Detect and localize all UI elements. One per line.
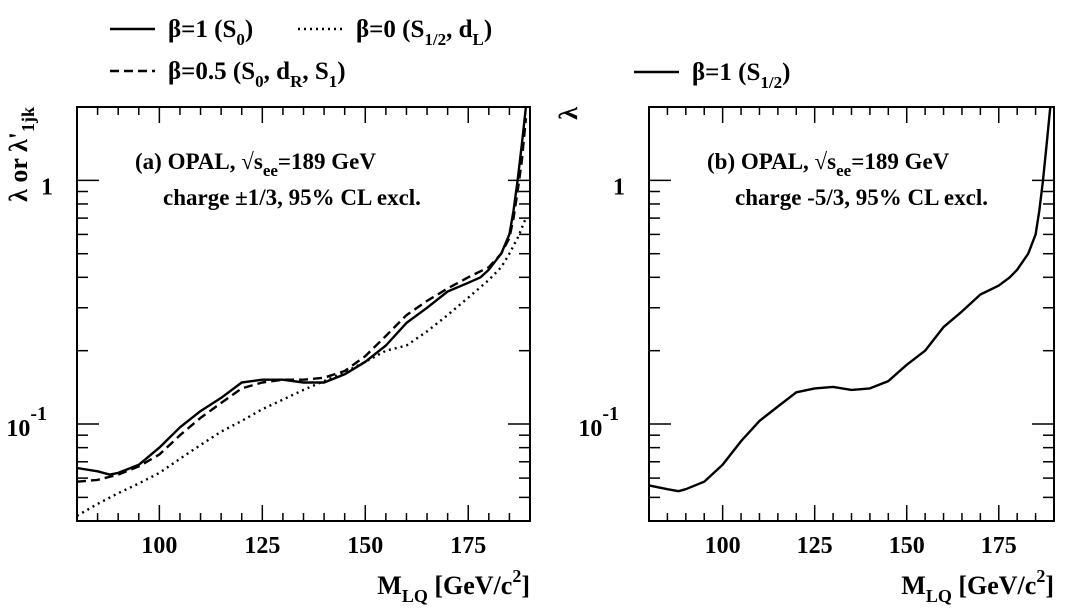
legend-item-dotted-text: β=0 (S1/2, dL) (356, 16, 492, 49)
series-line-solid (76, 106, 528, 476)
x-tick-label: 150 (347, 533, 383, 559)
x-tick-label: 150 (889, 533, 925, 559)
legend-b: β=1 (S1/2) (634, 59, 790, 92)
legend-item-dashed-text: β=0.5 (S0, dR, S1) (168, 58, 346, 91)
x-tick-label: 100 (705, 533, 741, 559)
x-tick-label: 125 (797, 533, 833, 559)
y-ticks (649, 106, 1054, 522)
panel-a: 100 125 150 175 1 10-1 (a) OPAL, √see=189 GeV c… (4, 106, 531, 606)
x-tick-label: 125 (244, 533, 280, 559)
y-axis-label: λ or λ'1jk (4, 107, 38, 202)
panel-subtitle: charge ±1/3, 95% CL excl. (163, 185, 421, 210)
legend-item-b-solid-text: β=1 (S1/2) (692, 59, 790, 92)
y-axis-label: λ (554, 107, 583, 120)
series-line-solid (648, 106, 1052, 493)
x-tick-label: 175 (450, 533, 486, 559)
series-line-dashed (76, 118, 528, 483)
x-ticks (76, 107, 531, 521)
x-ticks (648, 107, 1055, 521)
x-axis-label: MLQ [GeV/c2] (377, 566, 530, 606)
x-tick-label: 100 (141, 533, 177, 559)
x-axis-label: MLQ [GeV/c2] (901, 566, 1054, 606)
y-tick-label-1: 1 (41, 174, 53, 200)
panel-subtitle: charge -5/3, 95% CL excl. (735, 185, 988, 210)
legend-item-solid-text: β=1 (S0) (168, 16, 253, 49)
panel-label: (a) OPAL, √see=189 GeV (135, 149, 376, 180)
panel-b: 100 125 150 175 1 10-1 (b) OPAL, √see=189 GeV c… (554, 106, 1055, 606)
y-tick-label-0.1: 10-1 (6, 403, 47, 442)
y-ticks (77, 106, 530, 522)
y-tick-label-1: 1 (613, 174, 625, 200)
series-line-dotted (76, 217, 528, 517)
panel-label: (b) OPAL, √see=189 GeV (707, 149, 950, 180)
y-tick-label-0.1: 10-1 (578, 403, 619, 442)
x-tick-label: 175 (981, 533, 1017, 559)
legend-a: β=1 (S0) β=0 (S1/2, dL) β=0.5 (S0, dR, S1) (110, 16, 492, 91)
